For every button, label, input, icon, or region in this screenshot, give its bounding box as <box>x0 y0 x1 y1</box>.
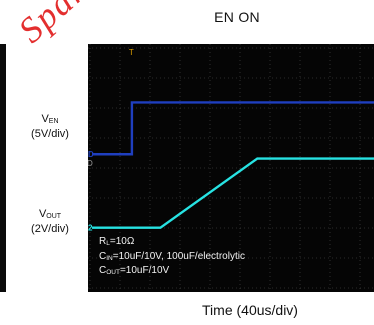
series-vout-marker: 2 <box>88 224 93 233</box>
rl-condition: RL=10Ω <box>99 236 135 247</box>
adjacent-scope-strip <box>0 44 6 292</box>
cin-condition: CIN=10uF/10V, 100uF/electrolytic <box>99 250 245 262</box>
ven-scale: (5V/div) <box>31 128 69 140</box>
series-vout-line <box>92 157 374 229</box>
mid-ground-marker: D <box>88 159 93 168</box>
x-axis-label: Time (40us/div) <box>202 302 298 318</box>
chart-title: EN ON <box>214 9 260 25</box>
vout-scale: (2V/div) <box>31 223 69 235</box>
ven-label: VEN (5V/div) <box>20 113 80 140</box>
traces: D2 <box>88 101 374 233</box>
series-ven-marker: D <box>88 150 94 159</box>
trigger-marker: T <box>129 48 134 57</box>
scope-svg: D2 T D <box>88 44 374 292</box>
series-ven-line <box>92 101 374 156</box>
cout-condition: COUT=10uF/10V <box>99 265 170 276</box>
vout-label: VOUT (2V/div) <box>20 208 80 235</box>
grid <box>88 44 374 292</box>
test-conditions: RL=10Ω CIN=10uF/10V, 100uF/electrolytic … <box>99 236 245 280</box>
